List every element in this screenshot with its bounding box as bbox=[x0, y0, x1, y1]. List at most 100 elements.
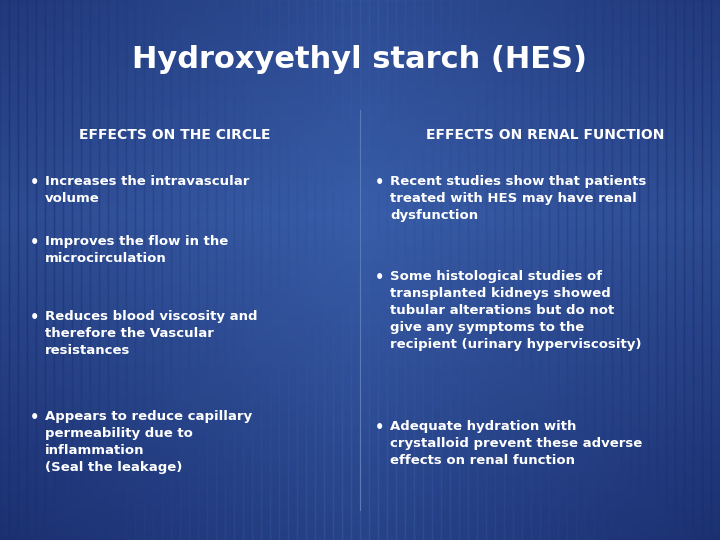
Bar bbox=[0, 227, 720, 232]
Text: •: • bbox=[30, 235, 40, 250]
Bar bbox=[0, 362, 720, 367]
Bar bbox=[459, 0, 468, 540]
Bar bbox=[0, 302, 720, 308]
Bar bbox=[198, 0, 207, 540]
Bar bbox=[0, 248, 720, 254]
Bar bbox=[711, 0, 720, 540]
Bar bbox=[468, 0, 477, 540]
Bar bbox=[0, 308, 720, 313]
Text: Adequate hydration with
crystalloid prevent these adverse
effects on renal funct: Adequate hydration with crystalloid prev… bbox=[390, 420, 642, 467]
Bar bbox=[0, 292, 720, 297]
Bar bbox=[117, 0, 126, 540]
Bar bbox=[0, 475, 720, 481]
Bar bbox=[0, 481, 720, 486]
Bar bbox=[0, 340, 720, 346]
Bar bbox=[0, 259, 720, 265]
Bar bbox=[0, 459, 720, 464]
Bar bbox=[0, 205, 720, 211]
Bar bbox=[297, 0, 306, 540]
Bar bbox=[0, 508, 720, 513]
Bar bbox=[171, 0, 180, 540]
Bar bbox=[702, 0, 711, 540]
Bar bbox=[0, 70, 720, 76]
Bar bbox=[396, 0, 405, 540]
Text: Improves the flow in the
microcirculation: Improves the flow in the microcirculatio… bbox=[45, 235, 228, 265]
Text: Recent studies show that patients
treated with HES may have renal
dysfunction: Recent studies show that patients treate… bbox=[390, 175, 647, 222]
Bar bbox=[0, 383, 720, 389]
Bar bbox=[0, 281, 720, 286]
Bar bbox=[630, 0, 639, 540]
Bar bbox=[0, 92, 720, 97]
Bar bbox=[378, 0, 387, 540]
Bar bbox=[0, 135, 720, 140]
Bar bbox=[252, 0, 261, 540]
Bar bbox=[0, 43, 720, 49]
Bar bbox=[0, 432, 720, 437]
Bar bbox=[0, 335, 720, 340]
Bar bbox=[0, 329, 720, 335]
Bar bbox=[0, 427, 720, 432]
Text: Reduces blood viscosity and
therefore the Vascular
resistances: Reduces blood viscosity and therefore th… bbox=[45, 310, 258, 357]
Bar bbox=[0, 194, 720, 200]
Bar bbox=[0, 178, 720, 184]
Bar bbox=[243, 0, 252, 540]
Bar bbox=[0, 238, 720, 243]
Bar bbox=[387, 0, 396, 540]
Bar bbox=[594, 0, 603, 540]
Bar bbox=[0, 416, 720, 421]
Bar bbox=[0, 189, 720, 194]
Bar bbox=[450, 0, 459, 540]
Bar bbox=[0, 113, 720, 119]
Bar bbox=[486, 0, 495, 540]
Bar bbox=[612, 0, 621, 540]
Text: •: • bbox=[30, 310, 40, 325]
Bar bbox=[0, 11, 720, 16]
Bar bbox=[0, 108, 720, 113]
Bar bbox=[0, 351, 720, 356]
Bar bbox=[288, 0, 297, 540]
Text: Appears to reduce capillary
permeability due to
inflammation
(Seal the leakage): Appears to reduce capillary permeability… bbox=[45, 410, 252, 474]
Bar bbox=[0, 38, 720, 43]
Bar bbox=[0, 502, 720, 508]
Bar bbox=[0, 286, 720, 292]
Bar bbox=[0, 297, 720, 302]
Bar bbox=[0, 232, 720, 238]
Bar bbox=[0, 378, 720, 383]
Bar bbox=[126, 0, 135, 540]
Bar bbox=[0, 59, 720, 65]
Bar bbox=[0, 65, 720, 70]
Bar bbox=[369, 0, 378, 540]
Bar bbox=[0, 0, 9, 540]
Bar bbox=[0, 124, 720, 130]
Bar bbox=[603, 0, 612, 540]
Bar bbox=[279, 0, 288, 540]
Bar bbox=[0, 76, 720, 81]
Bar bbox=[0, 313, 720, 319]
Bar bbox=[0, 324, 720, 329]
Bar bbox=[0, 470, 720, 475]
Bar bbox=[0, 373, 720, 378]
Bar bbox=[324, 0, 333, 540]
Bar bbox=[531, 0, 540, 540]
Bar bbox=[0, 216, 720, 221]
Bar bbox=[513, 0, 522, 540]
Text: •: • bbox=[375, 175, 384, 190]
Text: EFFECTS ON RENAL FUNCTION: EFFECTS ON RENAL FUNCTION bbox=[426, 128, 664, 142]
Bar bbox=[0, 443, 720, 448]
Bar bbox=[558, 0, 567, 540]
Bar bbox=[0, 140, 720, 146]
Text: •: • bbox=[375, 420, 384, 435]
Bar bbox=[0, 103, 720, 108]
Bar bbox=[0, 270, 720, 275]
Bar bbox=[0, 491, 720, 497]
Bar bbox=[504, 0, 513, 540]
Bar bbox=[108, 0, 117, 540]
Bar bbox=[0, 5, 720, 11]
Bar bbox=[315, 0, 324, 540]
Bar bbox=[684, 0, 693, 540]
Bar bbox=[135, 0, 144, 540]
Bar bbox=[0, 184, 720, 189]
Bar bbox=[153, 0, 162, 540]
Bar bbox=[0, 389, 720, 394]
Bar bbox=[621, 0, 630, 540]
